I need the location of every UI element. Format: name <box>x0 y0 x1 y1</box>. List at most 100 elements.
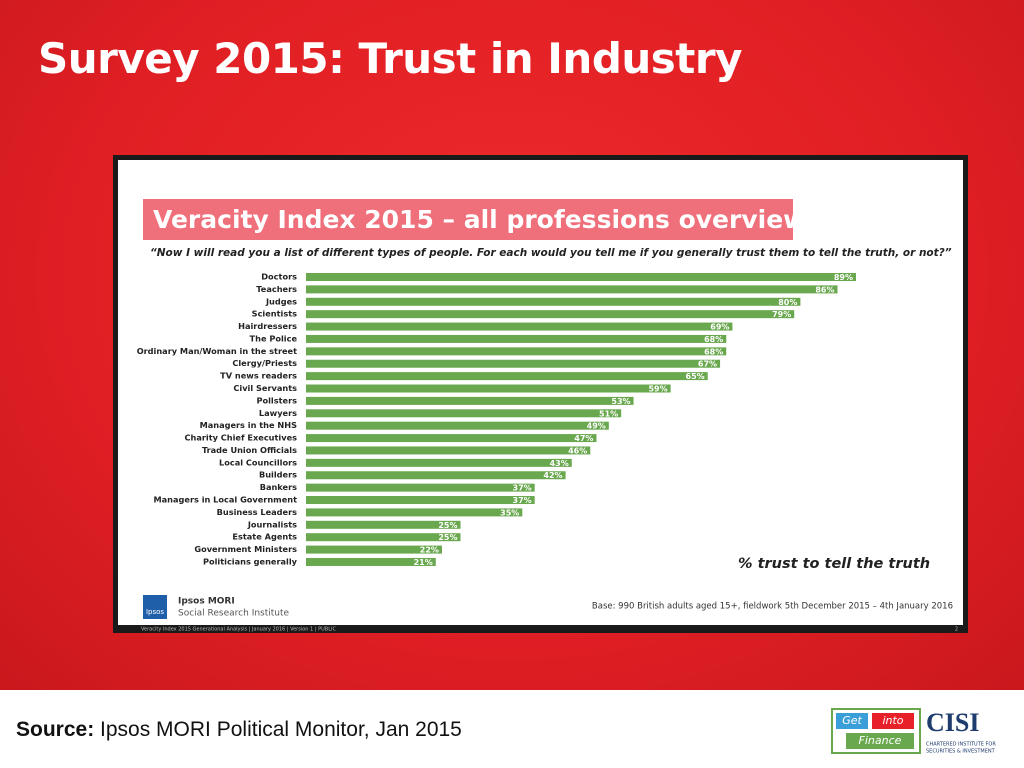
title-band <box>143 199 793 240</box>
brand: Ipsos MORI <box>178 597 235 607</box>
brand-sub: Social Research Institute <box>178 609 290 619</box>
category-label: Lawyers <box>259 408 297 418</box>
source-text: Ipsos MORI Political Monitor, Jan 2015 <box>100 718 462 741</box>
chart-frame: Veracity Index 2015 – all professions ov… <box>113 155 968 633</box>
category-label: Ordinary Man/Woman in the street <box>137 346 297 356</box>
base-note: Base: 990 British adults aged 15+, field… <box>592 602 953 612</box>
category-label: Government Ministers <box>194 544 297 554</box>
category-label: Civil Servants <box>233 383 297 393</box>
bar <box>306 297 801 306</box>
bar <box>306 347 727 356</box>
value-label: 86% <box>815 285 834 294</box>
category-label: Hairdressers <box>238 321 297 331</box>
category-label: Business Leaders <box>217 507 297 517</box>
logo-text: Get <box>842 714 862 727</box>
value-label: 59% <box>648 385 667 394</box>
category-label: Builders <box>259 470 297 480</box>
footer-strip: Veracity Index 2015 Generational Analysi… <box>141 627 958 633</box>
bar <box>306 434 597 443</box>
bar <box>306 372 708 381</box>
chart-subtitle: “Now I will read you a list of different… <box>150 247 952 259</box>
bar <box>306 421 609 430</box>
value-label: 25% <box>438 533 457 542</box>
value-label: 69% <box>710 323 729 332</box>
value-label: 67% <box>698 360 717 369</box>
bar <box>306 310 795 319</box>
slide-title: Survey 2015: Trust in Industry <box>38 34 742 83</box>
category-label: Doctors <box>261 272 297 282</box>
value-label: 42% <box>543 471 562 480</box>
value-label: 80% <box>778 298 797 307</box>
value-label: 37% <box>513 496 532 505</box>
category-label: Managers in Local Government <box>154 495 298 505</box>
bar <box>306 334 727 343</box>
category-label: Politicians generally <box>203 556 298 566</box>
bar <box>306 520 461 529</box>
brand-logo-text: Ipsos <box>146 608 164 616</box>
bar <box>306 471 566 480</box>
bar <box>306 545 442 554</box>
value-label: 68% <box>704 347 723 356</box>
category-label: Clergy/Priests <box>232 358 297 368</box>
footer: Veracity Index 2015 Generational Analysi… <box>141 627 336 633</box>
logo-block <box>836 713 868 729</box>
axis-label: % trust to tell the truth <box>738 556 930 572</box>
value-label: 53% <box>611 397 630 406</box>
value-label: 65% <box>686 372 705 381</box>
logo-block <box>872 713 914 729</box>
value-label: 35% <box>500 508 519 517</box>
logos: Get into Finance CISI CHARTERED INSTITUT… <box>831 708 996 755</box>
category-label: Judges <box>265 296 297 306</box>
logo-text: into <box>882 714 903 727</box>
bar <box>306 409 622 418</box>
bar <box>306 557 436 566</box>
category-label: Teachers <box>256 284 297 294</box>
value-label: 21% <box>414 558 433 567</box>
value-label: 25% <box>438 521 457 530</box>
category-label: Bankers <box>260 482 297 492</box>
category-label: Estate Agents <box>232 532 297 542</box>
category-label: Trade Union Officials <box>202 445 297 455</box>
bar <box>306 446 591 455</box>
value-label: 43% <box>550 459 569 468</box>
bar <box>306 483 535 492</box>
value-label: 22% <box>420 546 439 555</box>
bar <box>306 273 857 281</box>
chart: Veracity Index 2015 – all professions ov… <box>137 199 953 619</box>
bar <box>306 285 838 294</box>
value-label: 47% <box>574 434 593 443</box>
category-label: TV news readers <box>220 371 297 381</box>
bar <box>306 458 572 467</box>
category-label: Pollsters <box>257 395 298 405</box>
source: Source: Ipsos MORI Political Monitor, Ja… <box>16 718 462 742</box>
category-label: Managers in the NHS <box>200 420 298 430</box>
brand-logo <box>143 595 167 619</box>
value-label: 49% <box>587 422 606 431</box>
bar <box>306 396 634 405</box>
logo-block <box>846 733 914 749</box>
bar <box>306 322 733 331</box>
bar <box>306 384 671 393</box>
category-label: The Police <box>250 333 298 343</box>
cisi-line: CHARTERED INSTITUTE FOR <box>926 742 996 748</box>
value-label: 68% <box>704 335 723 344</box>
source-label: Source: <box>16 718 95 741</box>
page-number: 2 <box>955 627 958 633</box>
cisi-logo: CISI <box>926 708 979 737</box>
bar <box>306 508 523 517</box>
value-label: 89% <box>834 273 853 282</box>
bar <box>306 359 721 368</box>
value-label: 79% <box>772 310 791 319</box>
logo-text: Finance <box>859 734 902 747</box>
chart-panel: Veracity Index 2015 – all professions ov… <box>118 160 963 625</box>
category-label: Local Councillors <box>219 457 297 467</box>
bar <box>306 496 535 505</box>
chart-title: Veracity Index 2015 – all professions ov… <box>153 205 806 234</box>
value-label: 46% <box>568 446 587 455</box>
category-label: Scientists <box>252 309 297 319</box>
bar <box>306 533 461 542</box>
value-label: 37% <box>513 484 532 493</box>
category-label: Journalists <box>247 519 297 529</box>
value-label: 51% <box>599 409 618 418</box>
